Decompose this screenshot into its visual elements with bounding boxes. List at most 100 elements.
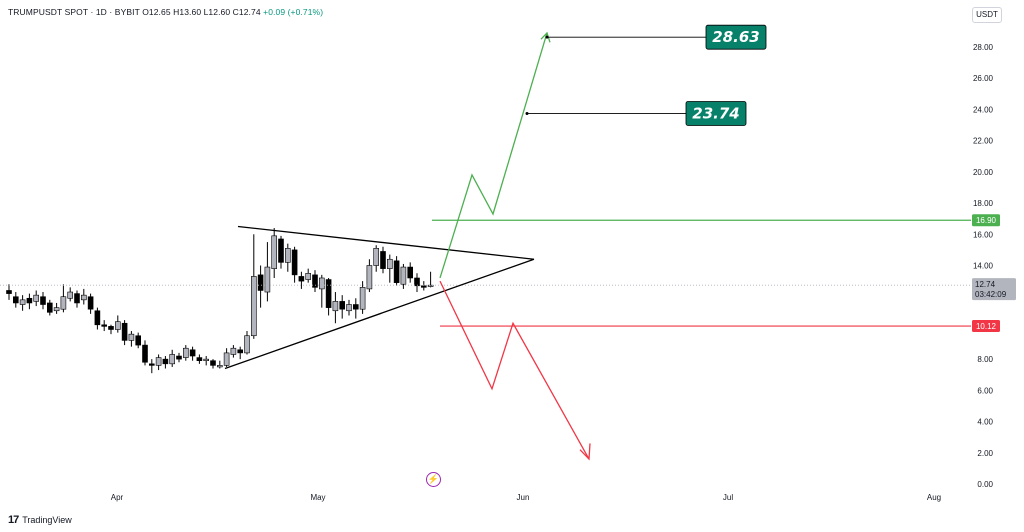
level-tag-bg [972,214,1000,227]
y-tick-label: 22.00 [973,137,994,146]
candle-body [115,321,121,330]
candle [149,359,155,374]
x-tick-label: Aug [927,493,941,502]
level-price-tag: 16.90 [972,214,1000,227]
candle-body [427,284,434,287]
candle-body [142,344,148,363]
level-tag-label: 16.90 [976,216,997,225]
symbol-header[interactable]: TRUMPUSDT SPOT · 1D · BYBIT O12.65 H13.6… [8,7,323,17]
candle [325,277,332,316]
candle [271,228,278,278]
candle-body [373,248,380,266]
candle-body [278,238,284,263]
candle-body [108,326,114,330]
candle [407,262,414,283]
countdown-timer: 03:42:09 [975,290,1007,299]
currency-button[interactable]: USDT [972,7,1002,23]
candle-body [176,355,182,360]
candle [284,243,291,272]
candle [162,356,169,369]
candle-body [155,357,162,366]
candle-body [67,291,73,299]
candle-body [414,277,420,287]
candle-body [271,235,278,269]
candle-body [74,293,80,304]
target-price-label: 28.63 [712,28,759,46]
candle-body [244,335,250,354]
candle-body [183,347,189,358]
candle [373,245,380,272]
candle [121,320,128,346]
candle-body [101,324,107,327]
candle [264,242,271,302]
interval-label: 1D [95,7,107,17]
candle-body [135,335,141,346]
candle [257,265,264,308]
candle-body [386,258,393,269]
candle [366,259,373,293]
candle [359,281,366,314]
candle-body [169,354,175,365]
candle [6,284,12,300]
separator-dot: · [90,7,94,17]
candle-body [40,296,46,305]
target-callout: 28.63 [545,24,767,50]
candle [352,298,359,319]
candle-body [81,294,87,301]
candle-body [26,297,33,304]
level-tag-label: 10.12 [976,322,997,331]
candle-body [94,310,101,326]
candle [203,356,209,366]
triangle-upper-line [237,225,535,260]
level-tag-bg [972,320,1000,333]
candle [278,235,284,269]
exchange-label: BYBIT [114,7,140,17]
bullish-arrowhead [540,31,551,43]
candle [223,348,230,367]
x-tick-label: May [310,493,325,502]
candle [251,234,257,339]
candle [217,360,223,369]
candle [40,292,46,310]
candle [33,290,40,307]
candle [108,324,114,335]
candle [244,331,250,355]
candle [420,281,427,291]
y-tick-label: 18.00 [973,199,994,208]
bearish-arrowhead [579,443,591,461]
y-tick-label: 8.00 [977,355,993,364]
drawing-tools[interactable]: 28.63 23.74 [0,24,971,461]
y-tick-label: 24.00 [973,105,994,114]
candle-body [121,322,128,341]
candle-body [6,290,12,294]
lightning-event-icon[interactable]: ⚡ [426,472,441,487]
y-tick-label: 14.00 [973,262,994,271]
candle [67,287,73,302]
candle-body [380,251,386,269]
candle-body [87,296,94,310]
candle [87,293,94,314]
y-tick-label: 26.00 [973,74,994,83]
candle-body [53,307,60,312]
separator-dot: · [109,7,113,17]
candle-body [332,301,339,312]
candle [101,320,107,332]
candle-body [291,249,298,276]
tradingview-brand[interactable]: 17 TradingView [8,514,72,526]
y-tick-label: 16.00 [973,230,994,239]
tradingview-logo-icon: 17 [8,514,19,526]
y-tick-label: 6.00 [977,386,993,395]
candle [155,354,162,371]
last-price-value: 12.74 [975,280,996,289]
candle-body [13,296,19,304]
ohlc-values: O12.65 H13.60 L12.60 C12.74 [142,7,261,17]
x-tick-label: Jul [723,493,733,502]
candle [312,270,318,293]
candle-body [33,294,40,302]
candle-body [162,358,169,365]
candlestick-series [6,228,434,374]
target-anchor-dot [525,111,529,115]
candle [176,352,182,363]
